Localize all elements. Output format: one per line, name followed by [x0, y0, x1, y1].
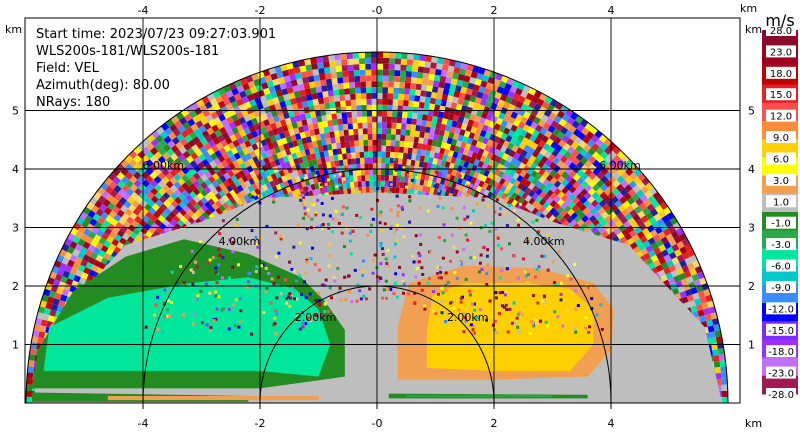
- noise-cell: [399, 187, 404, 194]
- noise-cell: [363, 151, 369, 158]
- noise-cell: [373, 174, 377, 181]
- noise-cell: [368, 157, 373, 164]
- noise-cell: [346, 182, 351, 189]
- noise-cell: [359, 151, 365, 158]
- noise-cell: [402, 158, 407, 165]
- noise-cell: [356, 169, 362, 176]
- noise-cell: [395, 181, 401, 188]
- noise-cell: [347, 164, 353, 171]
- noise-cell: [373, 180, 377, 187]
- noise-cell: [365, 186, 370, 193]
- noise-cell: [364, 169, 370, 176]
- noise-cell: [365, 180, 370, 187]
- noise-cell: [384, 169, 390, 176]
- noise-cell: [368, 151, 373, 158]
- noise-cell: [388, 175, 393, 182]
- noise-cell: [402, 152, 408, 160]
- noise-cell: [369, 174, 374, 181]
- noise-cell: [369, 180, 374, 187]
- noise-cell: [388, 169, 394, 176]
- noise-cell: [349, 181, 355, 189]
- noise-cell: [406, 159, 412, 166]
- noise-cell: [361, 181, 366, 188]
- noise-cell: [377, 163, 382, 170]
- noise-cell: [399, 181, 405, 189]
- noise-cell: [353, 181, 359, 188]
- noise-cell: [372, 163, 377, 170]
- noise-cell: [395, 187, 400, 194]
- noise-cell: [368, 163, 373, 170]
- noise-cell: [384, 174, 389, 182]
- noise-cell: [337, 153, 343, 161]
- noise-cell: [350, 152, 356, 159]
- noise-cell: [377, 180, 381, 187]
- noise-cell: [344, 170, 350, 178]
- noise-cell: [353, 175, 358, 182]
- noise-cell: [377, 169, 382, 175]
- noise-cell: [380, 180, 385, 187]
- noise-cell: [389, 151, 395, 158]
- noise-cell: [384, 180, 389, 187]
- noise-cell: [355, 157, 361, 165]
- noise-cell: [360, 169, 366, 176]
- noise-cell: [372, 157, 377, 164]
- noise-cell: [351, 158, 357, 165]
- noise-cell: [372, 169, 377, 175]
- noise-cell: [380, 186, 385, 193]
- noise-cell: [357, 175, 362, 182]
- noise-cell: [361, 186, 366, 193]
- noise-cell: [380, 169, 386, 175]
- noise-cell: [354, 187, 359, 194]
- noise-cell: [385, 151, 391, 158]
- noise-cell: [381, 163, 386, 170]
- noise-cell: [364, 157, 369, 164]
- noise-cell: [372, 151, 377, 158]
- noise-cell: [357, 181, 362, 188]
- noise-cell: [406, 153, 413, 160]
- noise-cell: [365, 174, 370, 182]
- noise-cell: [350, 187, 355, 194]
- noise-cell: [364, 163, 369, 170]
- noise-cell: [377, 151, 382, 158]
- noise-cell: [411, 153, 417, 161]
- noise-cell: [361, 175, 366, 182]
- noise-cell: [404, 176, 409, 183]
- noise-cell: [385, 163, 390, 170]
- noise-cell: [341, 153, 348, 160]
- noise-cell: [384, 186, 389, 193]
- noise-cell: [398, 152, 404, 159]
- noise-cell: [380, 174, 385, 181]
- noise-cell: [377, 157, 382, 164]
- noise-cell: [400, 170, 406, 177]
- noise-cell: [347, 158, 352, 165]
- noise-cell: [392, 175, 397, 182]
- noise-cell: [359, 157, 365, 164]
- noise-cell: [385, 157, 390, 164]
- noise-cell: [355, 152, 360, 159]
- noise-cell: [352, 169, 358, 177]
- noise-cell: [381, 157, 386, 164]
- noise-cell: [346, 152, 352, 160]
- noise-cell: [397, 158, 403, 165]
- noise-cell: [368, 169, 374, 175]
- noise-cell: [394, 152, 399, 159]
- noise-cell: [381, 151, 386, 158]
